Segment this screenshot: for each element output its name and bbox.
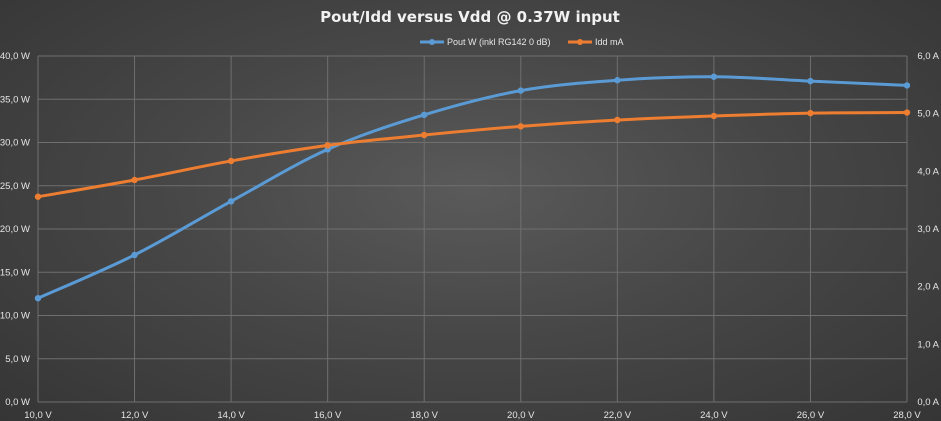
x-tick-label: 20,0 V: [507, 410, 535, 421]
x-tick-label: 26,0 V: [797, 410, 825, 421]
y-left-tick-label: 5,0 W: [5, 354, 30, 365]
series-1-point: [131, 251, 138, 259]
series-1-point: [421, 111, 428, 119]
series-1-point: [710, 73, 718, 80]
legend-label-1: Pout W (inkl RG142 0 dB): [447, 37, 551, 47]
series-2-point: [710, 112, 718, 120]
y-left-tick-label: 0,0 W: [5, 397, 30, 408]
series-2-point: [421, 131, 428, 139]
series-1-point: [807, 77, 814, 85]
right-axis-labels: 0,0 A 1,0 A 2,0 A 3,0 A 4,0 A 5,0 A 6,0 A: [917, 51, 939, 408]
x-tick-label: 10,0 V: [24, 410, 52, 421]
x-tick-label: 16,0 V: [314, 410, 342, 421]
series-line-1: [36, 75, 909, 300]
x-tick-label: 24,0 V: [700, 410, 728, 421]
x-tick-label: 18,0 V: [410, 410, 438, 421]
y-left-tick-label: 30,0 W: [0, 138, 30, 149]
x-tick-label: 12,0 V: [121, 410, 149, 421]
y-right-tick-label: 1,0 A: [917, 339, 939, 350]
series-2-point: [614, 116, 621, 124]
series-layer: [34, 73, 911, 302]
grid: [37, 55, 908, 403]
series-2-point: [227, 157, 235, 165]
series-1-point: [34, 295, 42, 302]
y-left-tick-label: 15,0 W: [0, 267, 30, 278]
y-left-tick-label: 35,0 W: [0, 94, 30, 105]
y-right-tick-label: 4,0 A: [917, 166, 939, 177]
series-2-point: [807, 109, 814, 117]
x-tick-label: 22,0 V: [604, 410, 632, 421]
series-1-point: [517, 87, 524, 94]
y-right-tick-label: 2,0 A: [917, 282, 939, 293]
y-right-tick-label: 3,0 A: [917, 224, 939, 235]
series-line-2: [36, 111, 909, 199]
y-right-tick-label: 6,0 A: [917, 51, 939, 62]
legend-marker-2: [577, 39, 583, 45]
series-2-point: [903, 109, 911, 116]
x-tick-label: 28,0 V: [893, 410, 921, 421]
series-2-point: [517, 123, 524, 130]
y-right-tick-label: 5,0 A: [917, 109, 939, 120]
y-left-tick-label: 20,0 W: [0, 224, 30, 235]
legend-marker-1: [429, 39, 435, 45]
x-axis-labels: 10,0 V 12,0 V 14,0 V 16,0 V 18,0 V 20,0 V 22,0…: [24, 410, 921, 421]
legend: Pout W (inkl RG142 0 dB) Idd mA: [420, 37, 624, 47]
left-axis-labels: 0,0 W 5,0 W 10,0 W 15,0 W 20,0 W 25,0 W 30,0 W…: [0, 51, 30, 408]
series-2-point: [324, 142, 331, 149]
y-left-tick-label: 40,0 W: [0, 51, 30, 62]
y-right-tick-label: 0,0 A: [917, 397, 939, 408]
y-left-tick-label: 10,0 W: [0, 311, 30, 322]
series-2-point: [34, 193, 42, 200]
series-1-point: [227, 198, 235, 205]
series-1-point: [903, 82, 911, 89]
series-2-point: [131, 176, 138, 184]
chart-title: Pout/Idd versus Vdd @ 0.37W input: [320, 8, 620, 26]
x-tick-label: 14,0 V: [217, 410, 245, 421]
y-left-tick-label: 25,0 W: [0, 181, 30, 192]
legend-label-2: Idd mA: [595, 37, 624, 47]
series-1-point: [614, 77, 621, 84]
